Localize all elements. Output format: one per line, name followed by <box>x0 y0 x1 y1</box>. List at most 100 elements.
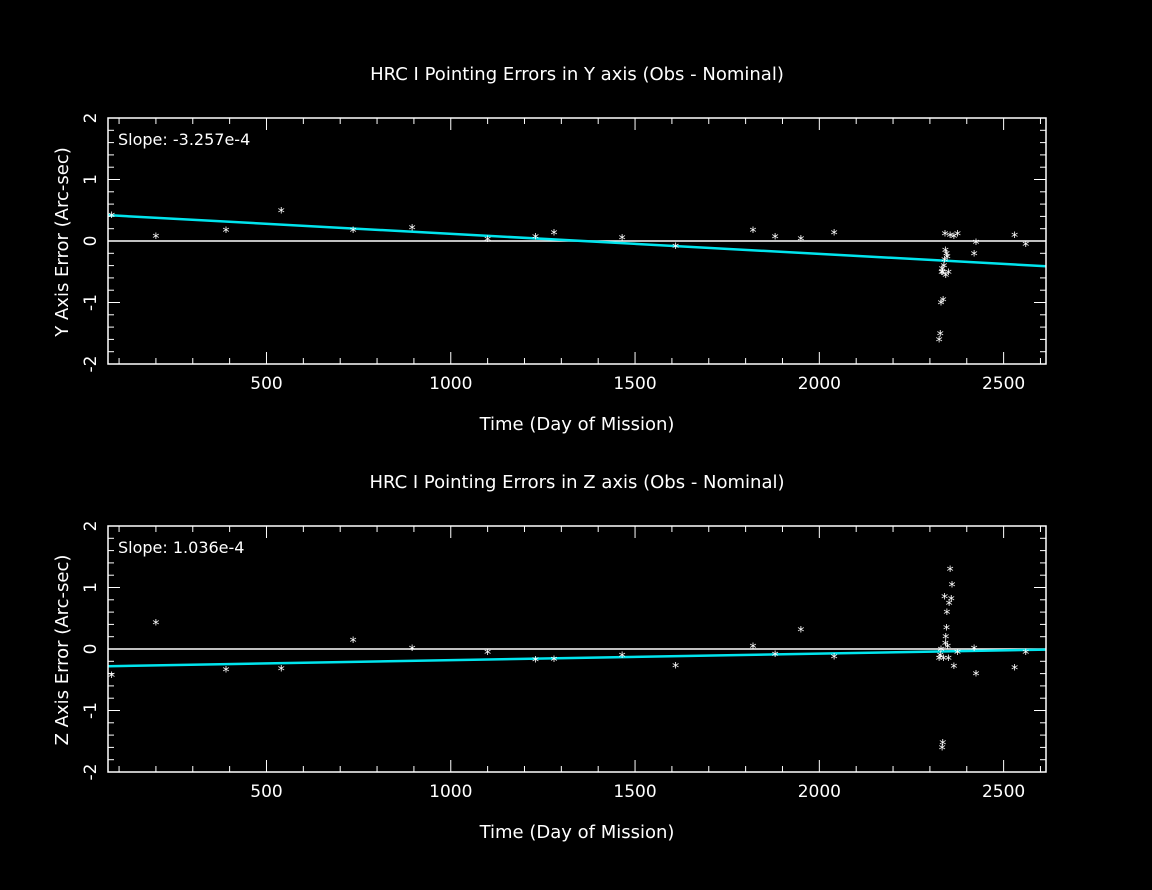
z-panel-trend-line <box>107 648 1047 668</box>
z-panel-data-point: * <box>484 647 491 663</box>
z-panel-y-tick-label: 1 <box>81 582 101 593</box>
y-panel-slope-annotation: Slope: -3.257e-4 <box>118 130 250 149</box>
y-panel-y-tick-label: -1 <box>81 294 101 311</box>
y-panel-data-point: * <box>831 227 838 243</box>
y-panel-x-tick-label: 1000 <box>429 374 472 394</box>
z-panel-x-axis-label: Time (Day of Mission) <box>479 822 675 843</box>
z-panel-data-point: * <box>937 650 944 666</box>
z-panel-data-point: * <box>943 622 950 638</box>
y-panel-data-point: * <box>942 229 949 245</box>
z-panel-y-tick-label: 0 <box>81 644 101 655</box>
y-panel-x-tick-label: 500 <box>250 374 282 394</box>
z-panel-data-point: * <box>222 664 229 680</box>
z-panel-data-point: * <box>749 641 756 657</box>
y-panel-plot-frame <box>107 117 1047 365</box>
y-panel-data-point: * <box>938 267 945 283</box>
y-panel-y-tick-label: 1 <box>81 174 101 185</box>
z-panel-y-tick-label: -2 <box>81 764 101 781</box>
z-panel-data-point: * <box>949 579 956 595</box>
y-panel-data-point: * <box>550 227 557 243</box>
z-panel-y-tick-label: -1 <box>81 702 101 719</box>
z-panel-data-point: * <box>954 647 961 663</box>
z-panel-data-point: * <box>940 653 947 669</box>
z-panel-tick-labels: 500 1000 1500 2000 2500 -2 -1 0 1 2 <box>81 521 1025 802</box>
y-panel-x-tick-label: 2000 <box>798 374 841 394</box>
z-panel-x-tick-label: 2000 <box>798 782 841 802</box>
y-panel-data-point: * <box>942 245 949 261</box>
z-panel-data-point: * <box>350 635 357 651</box>
z-panel-data-point: * <box>1022 647 1029 663</box>
z-panel-data-point: * <box>409 643 416 659</box>
y-axis-error-panel: HRC I Pointing Errors in Y axis (Obs - N… <box>52 64 1047 435</box>
y-panel-x-tick-label: 2500 <box>982 374 1025 394</box>
y-panel-y-tick-label: -2 <box>81 356 101 373</box>
z-panel-data-point: * <box>937 644 944 660</box>
y-panel-x-axis-label: Time (Day of Mission) <box>479 414 675 435</box>
z-panel-data-points: *** ** * * * * *** *** ******************* ** ** <box>108 564 1029 758</box>
z-panel-data-point: * <box>532 654 539 670</box>
z-panel-data-point: * <box>942 632 949 648</box>
y-panel-data-point: * <box>350 225 357 241</box>
z-panel-data-point: * <box>672 661 679 677</box>
y-panel-data-point: * <box>619 232 626 248</box>
z-panel-slope-annotation: Slope: 1.036e-4 <box>118 538 244 557</box>
z-panel-ticks <box>108 525 1046 773</box>
z-panel-data-point: * <box>971 643 978 659</box>
y-panel-data-point: * <box>222 225 229 241</box>
z-panel-data-point: * <box>939 742 946 758</box>
y-panel-title: HRC I Pointing Errors in Y axis (Obs - N… <box>370 64 784 85</box>
z-panel-data-point: * <box>152 618 159 634</box>
z-panel-data-point: * <box>946 598 953 614</box>
z-panel-data-point: * <box>944 641 951 657</box>
z-panel-data-point: * <box>550 654 557 670</box>
y-panel-data-point: * <box>940 261 947 277</box>
z-panel-data-point: * <box>947 564 954 580</box>
y-panel-data-point: * <box>943 248 950 264</box>
y-panel-data-point: * <box>532 232 539 248</box>
z-panel-data-point: * <box>831 651 838 667</box>
y-panel-data-point: * <box>954 229 961 245</box>
y-panel-lines <box>107 213 1047 268</box>
y-panel-data-point: * <box>971 248 978 264</box>
z-panel-data-point: * <box>972 669 979 685</box>
y-panel-data-point: * <box>939 264 946 280</box>
y-panel-data-point: * <box>950 231 957 247</box>
y-panel-data-point: * <box>940 294 947 310</box>
y-panel-data-point: * <box>937 298 944 314</box>
z-panel-data-point: * <box>772 649 779 665</box>
z-panel-data-point: * <box>942 638 949 654</box>
z-panel-y-tick-label: 2 <box>81 521 101 532</box>
z-axis-error-panel: HRC I Pointing Errors in Z axis (Obs - N… <box>52 472 1047 843</box>
z-panel-x-tick-label: 500 <box>250 782 282 802</box>
z-panel-data-point: * <box>619 650 626 666</box>
y-panel-x-tick-label: 1500 <box>613 374 656 394</box>
z-panel-data-point: * <box>797 624 804 640</box>
y-panel-data-point: * <box>945 267 952 283</box>
z-panel-data-point: * <box>941 592 948 608</box>
y-panel-y-axis-label: Y Axis Error (Arc-sec) <box>52 147 73 337</box>
y-panel-data-point: * <box>1011 230 1018 246</box>
z-panel-data-point: * <box>945 653 952 669</box>
y-panel-y-tick-label: 2 <box>81 113 101 124</box>
z-panel-plot-frame <box>107 525 1047 773</box>
z-panel-y-axis-label: Z Axis Error (Arc-sec) <box>52 555 73 746</box>
y-panel-data-point: * <box>947 230 954 246</box>
z-panel-lines <box>107 648 1047 668</box>
y-panel-trend-line <box>107 213 1047 268</box>
z-panel-x-tick-label: 1500 <box>613 782 656 802</box>
y-panel-data-point: * <box>937 328 944 344</box>
z-panel-data-point: * <box>943 607 950 623</box>
y-panel-data-point: * <box>278 205 285 221</box>
y-panel-y-tick-label: 0 <box>81 236 101 247</box>
y-panel-data-point: * <box>409 222 416 238</box>
y-panel-data-point: * <box>797 234 804 250</box>
y-panel-data-point: * <box>108 210 115 226</box>
z-panel-data-point: * <box>108 670 115 686</box>
z-panel-x-tick-label: 1000 <box>429 782 472 802</box>
y-panel-data-points: ** *** ** * * *** * * ********************* ** <box>108 205 1029 350</box>
y-panel-data-point: * <box>484 234 491 250</box>
y-panel-data-point: * <box>939 267 946 283</box>
z-panel-data-point: * <box>950 661 957 677</box>
